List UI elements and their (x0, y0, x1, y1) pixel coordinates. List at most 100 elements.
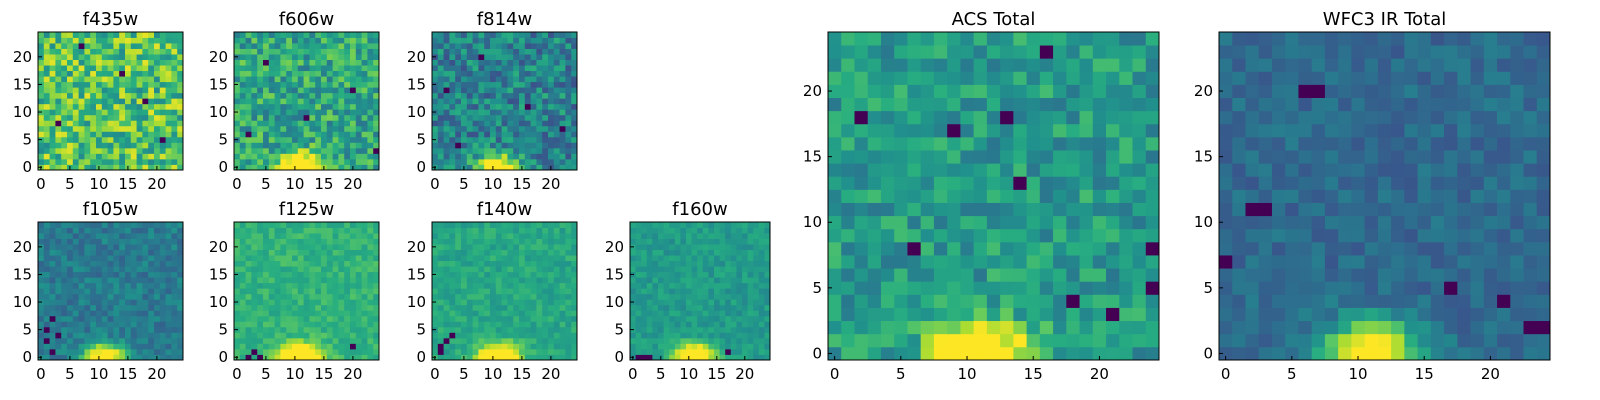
heatmap-cell (113, 299, 120, 306)
heatmap-cell (691, 249, 698, 256)
heatmap-cell (268, 348, 275, 355)
heatmap-cell (361, 81, 368, 88)
heatmap-cell (663, 348, 670, 355)
heatmap-cell (571, 326, 578, 333)
heatmap-cell (641, 321, 648, 328)
heatmap-cell (449, 59, 456, 66)
heatmap-cell (933, 163, 948, 177)
heatmap-cell (466, 348, 473, 355)
heatmap-cell (303, 59, 310, 66)
heatmap-cell (355, 65, 362, 72)
heatmap-cell (747, 321, 754, 328)
heatmap-cell (338, 131, 345, 138)
heatmap-cell (326, 48, 333, 55)
heatmap-cell (472, 54, 479, 60)
heatmap-cell (268, 70, 275, 77)
heatmap-cell (484, 32, 491, 38)
heatmap-cell (933, 176, 948, 190)
heatmap-cell (78, 282, 85, 289)
heatmap-cell (455, 277, 462, 284)
heatmap-cell (136, 266, 143, 273)
heatmap-cell (303, 249, 310, 256)
heatmap-cell (154, 255, 161, 262)
heatmap-cell (652, 266, 659, 273)
heatmap-cell (691, 233, 698, 239)
heatmap-cell (674, 288, 681, 295)
plot-frame (431, 31, 578, 171)
heatmap-cell (484, 249, 491, 256)
heatmap-cell (663, 249, 670, 256)
heatmap-cell (239, 282, 246, 289)
heatmap-cell (321, 260, 328, 267)
heatmap-cell (841, 307, 855, 322)
heatmap-cell (472, 266, 479, 273)
heatmap-cell (55, 136, 62, 143)
heatmap-cell (239, 238, 246, 245)
heatmap-cell (880, 215, 895, 230)
heatmap-cell (548, 87, 555, 94)
heatmap-cell (361, 310, 368, 317)
heatmap-cell (297, 326, 304, 333)
y-tick-label: 0 (218, 158, 228, 176)
heatmap-cell (303, 54, 310, 60)
heatmap-cell (177, 142, 184, 149)
heatmap-cell (338, 142, 345, 149)
heatmap-cell (130, 255, 137, 262)
heatmap-cell (536, 299, 543, 306)
heatmap-cell (165, 299, 172, 306)
heatmap-cell (61, 131, 68, 138)
heatmap-cell (280, 164, 287, 171)
heatmap-cell (880, 281, 895, 295)
heatmap-cell (437, 37, 444, 44)
heatmap-cell (367, 282, 374, 289)
heatmap-cell (338, 48, 345, 55)
heatmap-cell (303, 142, 310, 149)
heatmap-cell (658, 304, 664, 311)
heatmap-cell (449, 332, 456, 339)
heatmap-cell (61, 87, 68, 94)
heatmap-cell (443, 65, 450, 72)
heatmap-cell (130, 43, 137, 49)
heatmap-cell (507, 92, 514, 99)
heatmap-cell (344, 81, 351, 88)
heatmap-cell (702, 343, 709, 350)
heatmap-cell (274, 103, 281, 110)
heatmap-cell (641, 233, 648, 239)
heatmap-cell (136, 244, 143, 250)
heatmap-cell (373, 136, 380, 143)
heatmap-cell (96, 109, 103, 116)
heatmap-cell (697, 260, 704, 267)
heatmap-cell (136, 37, 143, 44)
heatmap-cell (571, 37, 578, 44)
heatmap-cell (125, 48, 132, 55)
heatmap-cell (171, 222, 178, 228)
heatmap-cell (449, 70, 456, 77)
heatmap-cell (753, 321, 760, 328)
heatmap-cell (490, 131, 497, 138)
heatmap-cell (443, 37, 450, 44)
heatmap-cell (113, 65, 120, 72)
heatmap-cell (652, 227, 659, 234)
heatmap-cell (466, 321, 473, 328)
heatmap-cell (332, 260, 339, 267)
heatmap-cell (107, 114, 114, 121)
heatmap-cell (1066, 189, 1080, 203)
heatmap-cell (478, 260, 485, 267)
heatmap-cell (107, 299, 114, 306)
heatmap-cell (443, 114, 450, 121)
heatmap-cell (443, 315, 450, 322)
heatmap-cell (165, 131, 172, 138)
heatmap-cell (753, 266, 760, 273)
heatmap-cell (553, 348, 560, 355)
heatmap-cell (297, 266, 304, 273)
heatmap-cell (443, 120, 450, 127)
heatmap-cell (67, 81, 74, 88)
heatmap-cell (507, 260, 514, 267)
heatmap-cell (663, 282, 670, 289)
heatmap-cell (119, 249, 126, 256)
heatmap-cell (142, 337, 149, 344)
heatmap-cell (455, 136, 462, 143)
heatmap-cell (165, 260, 172, 267)
heatmap-cell (148, 43, 155, 49)
